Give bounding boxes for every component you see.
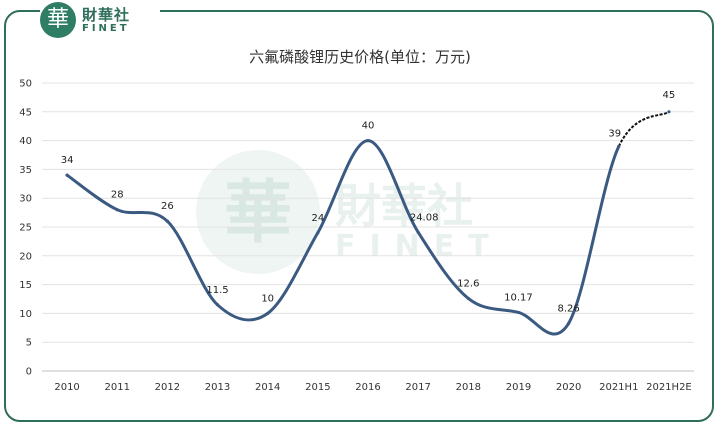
x-axis-ticks: 2010 2011 2012 2013 2014 2015 2016 2017 2018 2019… [54, 382, 691, 393]
data-point [516, 310, 521, 315]
data-label: 11.5 [206, 285, 228, 296]
y-tick-label: 45 [19, 107, 32, 118]
data-label: 45 [663, 90, 676, 101]
y-tick-label: 25 [19, 223, 32, 234]
x-tick-label: 2014 [255, 382, 280, 393]
logo-name-en: FINET [82, 23, 130, 34]
finet-logo: 華 財華社 FINET [40, 2, 160, 38]
estimate-line [617, 110, 670, 147]
y-tick-label: 15 [19, 280, 32, 291]
chart-title: 六氟磷酸锂历史价格(单位：万元) [249, 48, 471, 66]
data-label: 8.26 [557, 303, 579, 314]
data-label: 39 [608, 128, 621, 139]
gridlines [42, 82, 694, 372]
x-tick-label: 2021H2E [646, 382, 692, 393]
x-tick-label: 2013 [205, 382, 230, 393]
data-point [165, 219, 169, 223]
data-labels: 34 28 26 11.5 10 24 40 24.08 12.6 10.17 8.26 39 45 [61, 90, 676, 315]
y-tick-label: 35 [19, 165, 32, 176]
y-tick-label: 20 [19, 251, 32, 262]
logo-mark-icon: 華 [40, 2, 76, 38]
x-tick-label: 2016 [355, 382, 380, 393]
chart-frame [4, 10, 714, 422]
data-point [316, 231, 320, 235]
watermark-name-en: FINET [335, 229, 503, 264]
data-point [366, 139, 370, 143]
data-point [215, 303, 220, 307]
data-point [617, 144, 621, 148]
data-point [466, 296, 470, 301]
data-label: 24 [311, 213, 324, 224]
data-point [266, 311, 270, 315]
y-tick-label: 5 [26, 338, 32, 349]
data-point [115, 208, 119, 212]
series-line [65, 139, 621, 336]
x-tick-label: 2011 [105, 382, 130, 393]
logo-name-cn: 財華社 [82, 6, 131, 24]
data-label: 24.08 [410, 212, 439, 223]
data-point [416, 230, 420, 234]
watermark-mark: 華 [224, 174, 292, 253]
x-tick-label: 2021H1 [599, 382, 638, 393]
y-tick-label: 40 [19, 136, 32, 147]
data-point [65, 173, 69, 177]
data-label: 28 [111, 190, 124, 201]
y-tick-label: 10 [19, 309, 32, 320]
x-tick-label: 2018 [456, 382, 481, 393]
data-label: 40 [362, 121, 375, 132]
x-tick-label: 2019 [506, 382, 531, 393]
x-tick-label: 2010 [54, 382, 79, 393]
y-tick-label: 0 [26, 367, 32, 378]
x-tick-label: 2017 [405, 382, 430, 393]
x-tick-label: 2020 [556, 382, 581, 393]
x-tick-label: 2012 [155, 382, 180, 393]
data-label: 10.17 [504, 292, 533, 303]
data-label: 10 [261, 293, 274, 304]
y-axis-ticks: 0 5 10 15 20 25 30 35 40 45 50 [19, 79, 32, 378]
data-label: 34 [61, 155, 74, 166]
y-tick-label: 30 [19, 194, 32, 205]
data-label: 26 [161, 201, 174, 212]
x-tick-label: 2015 [305, 382, 330, 393]
data-point [667, 110, 671, 114]
data-label: 12.6 [457, 278, 479, 289]
price-series [65, 110, 671, 336]
data-point [567, 321, 571, 326]
y-tick-label: 50 [19, 79, 32, 90]
